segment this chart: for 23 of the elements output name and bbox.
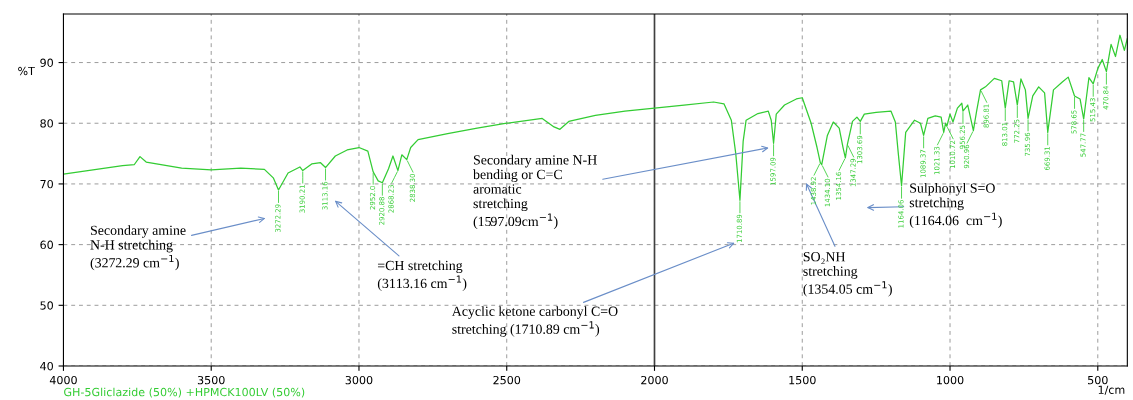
annotation: Acyclic ketone carbonyl C=O stretching (1710.89 cm$^{−1}$) [451,306,618,337]
annotation: SO₂NH stretching (1354.05 cm$^{−1}$) [803,252,892,297]
x-tick-label: 1000 [937,375,964,385]
annotation: Secondary amine N-H bending or C=C aromatic stretching (1597.09cm$^{−1}$) [473,154,597,229]
x-axis-title: 1/cm [1098,385,1125,395]
annotation: =CH stretching (3113.16 cm$^{−1}$) [377,260,467,291]
y-tick-label: 60 [40,240,53,249]
y-tick-label: 40 [40,361,53,371]
y-axis-title: %T [18,66,35,76]
x-tick-label: 500 [1088,375,1108,385]
y-tick-label: 50 [40,301,53,310]
y-tick-label: 90 [40,58,53,67]
x-tick-label: 2500 [493,375,521,385]
x-tick-label: 3500 [197,375,225,385]
x-tick-label: 4000 [49,375,77,385]
x-tick-label: 2000 [641,375,668,385]
x-tick-label: 3000 [345,375,373,385]
text: GH-5Gliclazide (50%) +HPMCK100LV (50%) [64,387,305,398]
annotation: Secondary amine N-H stretching (3272.29 cm$^{−1}$) [90,225,186,271]
x-tick-label: 1500 [789,375,816,385]
y-tick-label: 70 [40,179,53,189]
y-tick-label: 80 [40,119,53,128]
annotation: Sulphonyl S=O stretching (1164.06 cm$^{−1}$) [909,182,1002,229]
